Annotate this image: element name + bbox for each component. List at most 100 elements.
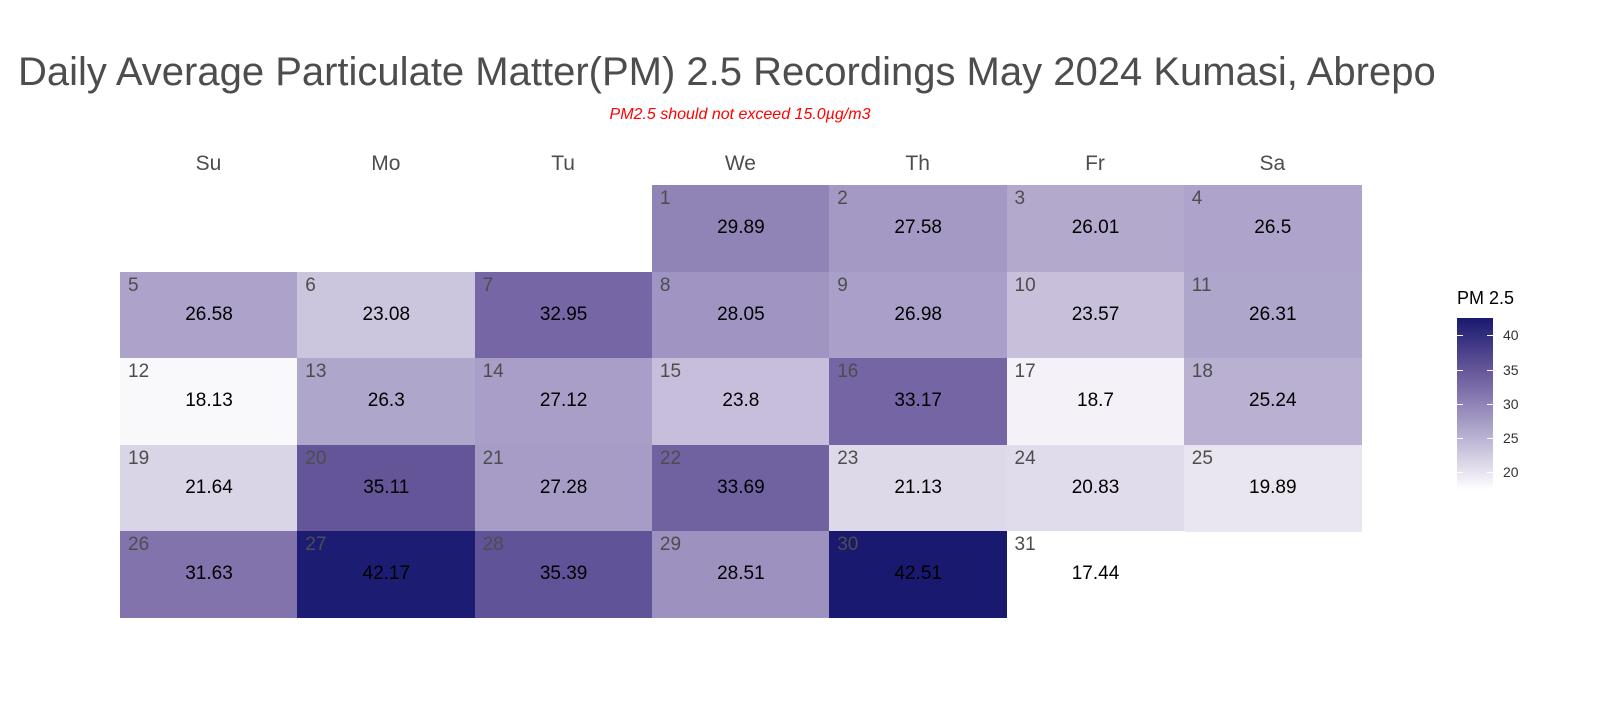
day-number: 26: [128, 534, 150, 555]
day-value: 23.57: [1071, 303, 1120, 325]
day-value: 19.89: [1249, 476, 1297, 498]
day-cell: 13 26.3: [297, 358, 476, 445]
day-cell: 16 33.17: [829, 358, 1008, 445]
day-number: 31: [1014, 534, 1036, 555]
day-number: 23: [837, 447, 859, 469]
day-value: 26.5: [1254, 217, 1292, 238]
legend-tick-mark: [1457, 403, 1463, 405]
weekday-label: Th: [905, 152, 930, 175]
day-cell: 17 18.7: [1006, 358, 1185, 445]
legend-tick-label: 35: [1503, 361, 1519, 378]
day-cell: 21 27.28: [474, 444, 653, 532]
day-number: 14: [482, 361, 504, 382]
day-value: 42.17: [362, 563, 411, 584]
day-value: 17.44: [1071, 563, 1120, 584]
day-value: 33.17: [894, 390, 942, 411]
day-number: 18: [1191, 361, 1213, 382]
day-cell: 18 25.24: [1183, 358, 1362, 445]
legend-tick-mark: [1487, 438, 1493, 440]
day-cell: 23 21.13: [829, 444, 1008, 532]
day-value: 26.3: [367, 390, 405, 411]
day-number: 5: [128, 274, 139, 296]
day-number: 30: [837, 534, 859, 555]
day-cell: 1 29.89: [651, 185, 830, 272]
day-value: 33.69: [717, 476, 765, 498]
day-cell: 5 26.58: [120, 271, 298, 359]
day-number: 7: [482, 274, 494, 296]
day-value: 32.95: [539, 303, 588, 325]
day-number: 11: [1191, 274, 1212, 296]
day-value: 27.28: [539, 476, 588, 498]
day-value: 28.05: [717, 303, 765, 325]
day-value: 28.51: [717, 563, 765, 584]
day-number: 22: [659, 447, 682, 469]
day-number: 16: [837, 361, 859, 382]
day-cell: 7 32.95: [474, 271, 653, 359]
day-value: 27.12: [539, 390, 588, 411]
day-number: 3: [1014, 188, 1026, 209]
day-value: 25.24: [1249, 390, 1297, 411]
day-number: 24: [1014, 447, 1036, 469]
legend-tick-mark: [1487, 403, 1493, 405]
day-cell: 15 23.8: [651, 358, 830, 445]
day-value: 18.7: [1077, 390, 1114, 411]
chart-title: Daily Average Particulate Matter(PM) 2.5…: [18, 50, 1436, 94]
day-cell: 12 18.13: [120, 358, 298, 445]
legend-tick-label: 40: [1503, 327, 1519, 344]
day-cell: 24 20.83: [1006, 444, 1185, 532]
day-cell: 22 33.69: [651, 444, 830, 532]
day-number: 12: [128, 361, 150, 382]
day-number: 15: [659, 361, 682, 382]
day-number: 10: [1014, 274, 1036, 296]
day-value: 27.58: [894, 217, 942, 238]
legend-tick-mark: [1487, 369, 1493, 371]
day-cell: 4 26.5: [1183, 185, 1362, 272]
weekday-label: We: [724, 152, 756, 175]
legend-tick-mark: [1457, 438, 1463, 440]
day-number: 4: [1191, 188, 1203, 209]
day-number: 8: [659, 274, 671, 296]
legend-tick-label: 20: [1503, 464, 1519, 481]
day-value: 35.39: [539, 563, 588, 584]
day-value: 26.31: [1249, 303, 1297, 325]
day-value: 21.13: [894, 476, 942, 498]
day-value: 21.64: [185, 476, 233, 498]
day-value: 20.83: [1071, 476, 1120, 498]
day-number: 20: [305, 447, 327, 469]
day-cell: 26 31.63: [120, 531, 298, 618]
day-number: 28: [482, 534, 504, 555]
day-value: 31.63: [185, 563, 233, 584]
legend-tick-mark: [1457, 335, 1463, 337]
day-value: 26.58: [185, 303, 233, 325]
day-value: 23.8: [722, 390, 760, 411]
day-number: 13: [305, 361, 327, 382]
day-number: 9: [837, 274, 848, 296]
weekday-label: Fr: [1085, 152, 1105, 175]
day-cell: 14 27.12: [474, 358, 653, 445]
day-number: 21: [482, 447, 504, 469]
day-cell: 3 26.01: [1006, 185, 1185, 272]
day-value: 35.11: [363, 476, 410, 498]
legend-tick-mark: [1487, 472, 1493, 474]
day-cell: 9 26.98: [829, 271, 1008, 359]
day-cell: 30 42.51: [829, 531, 1008, 618]
day-number: 27: [305, 534, 327, 555]
day-cell: 6 23.08: [297, 271, 476, 359]
day-cell: 27 42.17: [297, 531, 476, 618]
chart-subtitle: PM2.5 should not exceed 15.0µg/m3: [609, 106, 871, 123]
day-number: 6: [305, 274, 316, 296]
day-number: 29: [659, 534, 682, 555]
day-number: 2: [837, 188, 848, 209]
legend-tick-mark: [1457, 472, 1463, 474]
weekday-label: Su: [195, 152, 222, 175]
day-value: 18.13: [185, 390, 233, 411]
legend-tick-mark: [1487, 335, 1493, 337]
day-cell: 29 28.51: [651, 531, 830, 618]
day-value: 26.01: [1071, 217, 1120, 238]
day-cell: 28 35.39: [474, 531, 653, 618]
day-cell: 25 19.89: [1183, 444, 1362, 532]
day-value: 29.89: [717, 217, 765, 238]
day-value: 23.08: [362, 303, 411, 325]
day-value: 42.51: [894, 563, 942, 584]
day-number: 19: [128, 447, 150, 469]
